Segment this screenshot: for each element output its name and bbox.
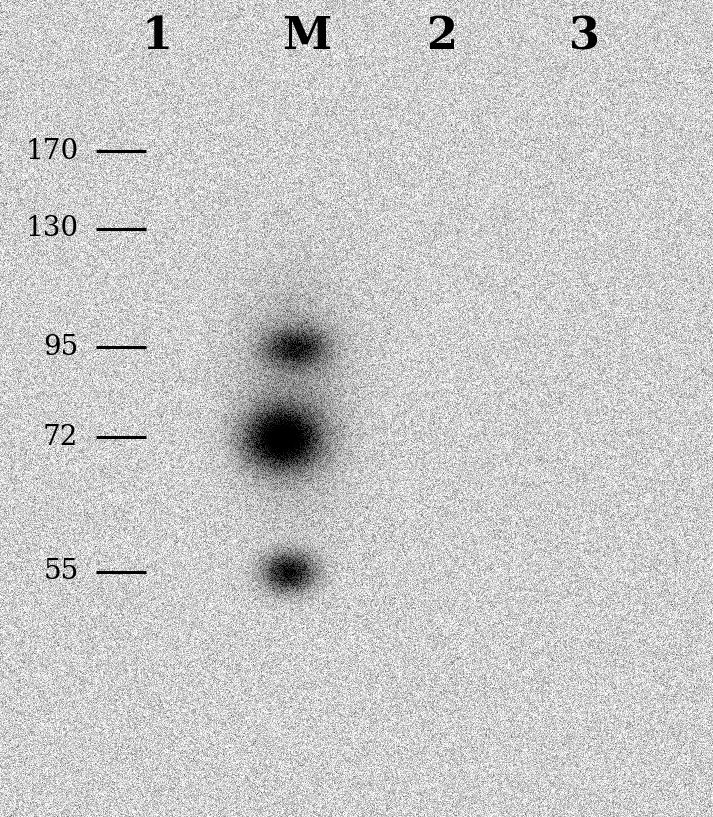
Text: 3: 3 [569,16,600,58]
Text: 130: 130 [25,215,78,243]
Text: 2: 2 [426,16,458,58]
Text: 170: 170 [25,137,78,165]
Text: 1: 1 [141,16,173,58]
Text: M: M [282,16,332,58]
Text: 55: 55 [43,558,78,586]
Text: 72: 72 [43,423,78,451]
Text: 95: 95 [43,333,78,361]
